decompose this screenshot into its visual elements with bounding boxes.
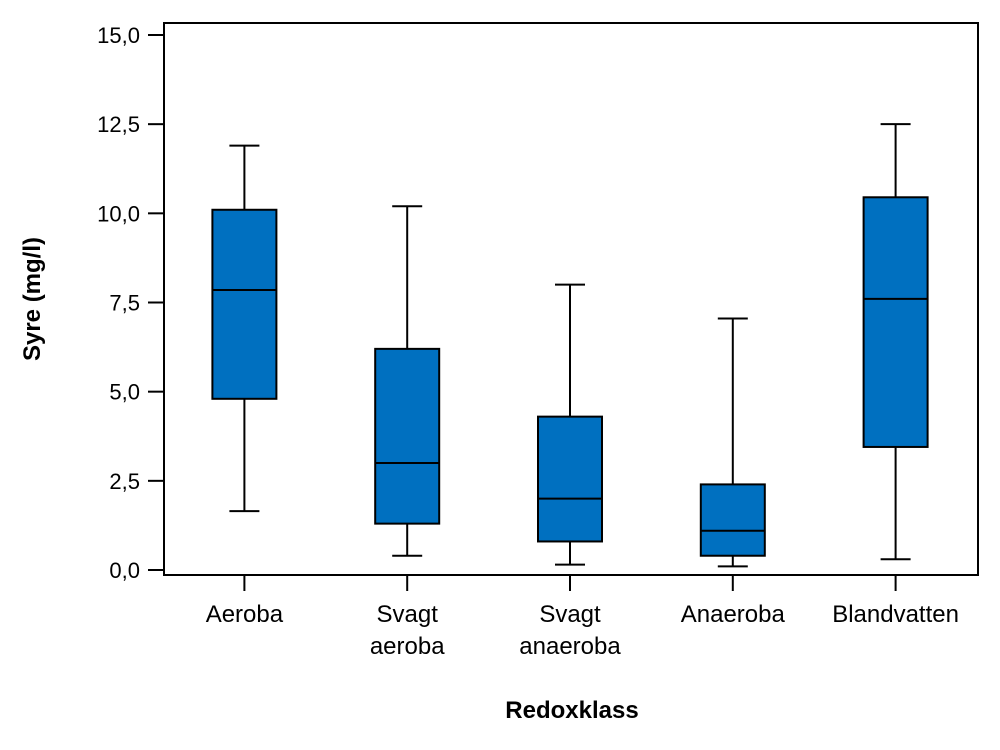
box-group xyxy=(699,317,766,568)
y-tick-label: 7,5 xyxy=(109,291,140,316)
y-tick-label: 10,0 xyxy=(97,201,140,226)
x-tick-label: Svagt anaeroba xyxy=(519,601,621,660)
x-tick-label-line: Aeroba xyxy=(206,601,284,628)
x-tick-label: Svagt aeroba xyxy=(370,601,445,660)
x-tick-label-line: Blandvatten xyxy=(832,601,959,628)
x-tick-label-line: Svagt xyxy=(377,601,439,628)
y-tick-label: 2,5 xyxy=(109,469,140,494)
box-group xyxy=(537,283,603,566)
box-group xyxy=(211,144,278,513)
box-iqr xyxy=(699,483,766,557)
y-tick-label: 12,5 xyxy=(97,112,140,137)
x-tick-label-line: Svagt xyxy=(539,601,601,628)
y-axis: 0,0 2,5 5,0 7,5 10,0 12,5 15,0 xyxy=(97,23,164,583)
y-tick-label: 0,0 xyxy=(109,558,140,583)
box-group xyxy=(374,205,441,557)
x-tick-label: Anaeroba xyxy=(681,601,786,628)
y-axis-title: Syre (mg/l) xyxy=(19,237,46,361)
x-tick-label-line: Anaeroba xyxy=(681,601,786,628)
x-tick-label-line: aeroba xyxy=(370,633,445,660)
box-iqr xyxy=(211,208,278,400)
y-tick-label: 15,0 xyxy=(97,23,140,48)
box-group xyxy=(862,123,929,561)
x-axis-title: Redoxklass xyxy=(505,697,638,724)
box-iqr xyxy=(374,347,441,525)
x-tick-label: Aeroba xyxy=(206,601,284,628)
x-tick-label: Blandvatten xyxy=(832,601,959,628)
y-tick-label: 5,0 xyxy=(109,380,140,405)
x-tick-label-line: anaeroba xyxy=(519,633,621,660)
x-axis: Aeroba Svagt aeroba Svagt anaeroba Anaeroba Bl… xyxy=(206,575,959,660)
box-iqr xyxy=(862,196,929,448)
box-iqr xyxy=(537,415,603,543)
boxes xyxy=(211,123,929,568)
